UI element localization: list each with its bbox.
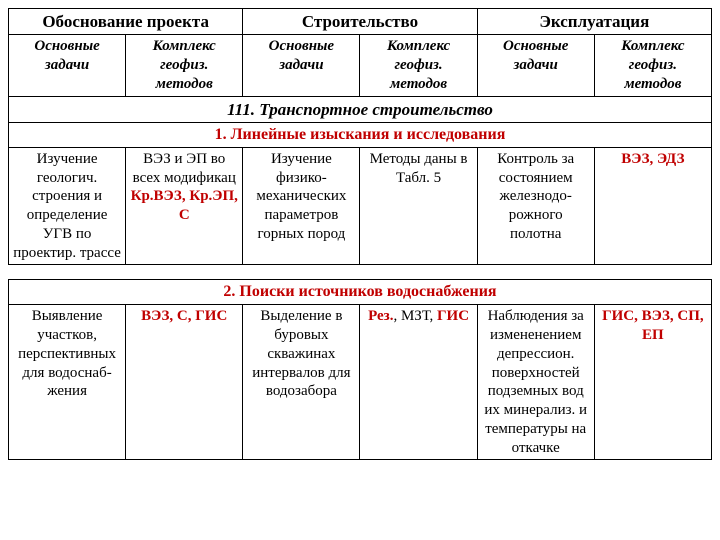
hdr-sub-tasks-1: Основные задачи — [9, 35, 126, 96]
sub2-b4: Рез., МЗТ, ГИС — [360, 305, 477, 460]
hdr-sub-tasks-2: Основные задачи — [243, 35, 360, 96]
subsection1-title: 1. Линейные изыскания и исследования — [9, 122, 712, 147]
sub1-a1: Изучение геологич. строения и определе­н… — [9, 147, 126, 265]
hdr-sub-methods-3: Комплекс геофиз. методов — [594, 35, 711, 96]
sub2-data-row: Выявление участков, перспектив­ных для в… — [9, 305, 712, 460]
sub1-a5: Контроль за состоянием железнодо­рожного… — [477, 147, 594, 265]
header-row-main: Обоснование проекта Строительство Эксплу… — [9, 9, 712, 35]
hdr-sub-methods-1: Комплекс геофиз. методов — [126, 35, 243, 96]
second-table: 2. Поиски источников водоснабжения Выявл… — [8, 279, 712, 460]
subsection1-row: 1. Линейные изыскания и исследования — [9, 122, 712, 147]
sub1-a6: ВЭЗ, ЭДЗ — [594, 147, 711, 265]
section-title: 111. Транспортное строительство — [9, 96, 712, 122]
hdr-construction: Строительство — [243, 9, 477, 35]
hdr-justification: Обоснование проекта — [9, 9, 243, 35]
subsection2-row: 2. Поиски источников водоснабжения — [9, 280, 712, 305]
sub1-a2-red: Кр.ВЭЗ, Кр.ЭП, С — [131, 188, 238, 223]
sub2-b6: ГИС, ВЭЗ, СП, ЕП — [594, 305, 711, 460]
subsection2-title: 2. Поиски источников водоснабжения — [9, 280, 712, 305]
sub1-a3: Изучение физико-механичес­ких параметров… — [243, 147, 360, 265]
section-row: 111. Транспортное строительство — [9, 96, 712, 122]
header-row-sub: Основные задачи Комплекс геофиз. методов… — [9, 35, 712, 96]
sub1-a2-pre: ВЭЗ и ЭП во всех модификац — [133, 151, 236, 186]
sub2-b4-r2: ГИС — [437, 308, 469, 324]
hdr-sub-methods-2: Комплекс геофиз. методов — [360, 35, 477, 96]
main-table: Обоснование проекта Строительство Эксплу… — [8, 8, 712, 265]
sub2-b2: ВЭЗ, С, ГИС — [126, 305, 243, 460]
sub2-b1: Выявление участков, перспектив­ных для в… — [9, 305, 126, 460]
sub2-b4-r1: Рез. — [368, 308, 393, 324]
sub2-b3: Выделение в буровых скважинах интервалов… — [243, 305, 360, 460]
sub1-a2: ВЭЗ и ЭП во всех модификац Кр.ВЭЗ, Кр.ЭП… — [126, 147, 243, 265]
hdr-operation: Эксплуатация — [477, 9, 711, 35]
sub1-data-row: Изучение геологич. строения и определе­н… — [9, 147, 712, 265]
sub2-b5: Наблюдения за измененением депрессион. п… — [477, 305, 594, 460]
table-gap — [8, 265, 712, 279]
sub1-a4: Методы даны в Табл. 5 — [360, 147, 477, 265]
sub2-b4-mid: , МЗТ, — [393, 308, 437, 324]
hdr-sub-tasks-3: Основные задачи — [477, 35, 594, 96]
